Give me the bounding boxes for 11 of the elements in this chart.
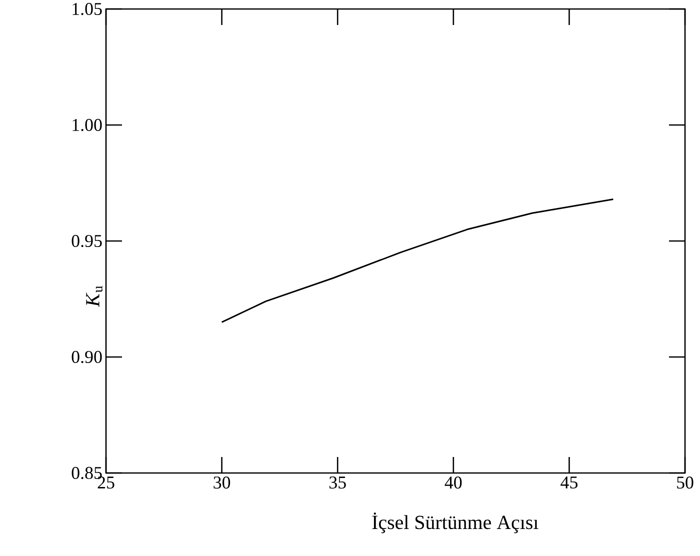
x-tick-label: 40 xyxy=(444,476,462,489)
y-tick-label: 0.95 xyxy=(72,234,102,248)
y-tick-label: 0.90 xyxy=(72,350,102,364)
x-tick-label: 50 xyxy=(677,476,694,489)
x-axis-title: İçsel Sürtünme Açısı xyxy=(372,512,538,534)
y-tick-label: 1.05 xyxy=(72,2,102,16)
y-tick-label: 1.00 xyxy=(72,118,102,132)
y-axis-title: K$_{u}$ xyxy=(86,286,102,308)
x-tick-label: 35 xyxy=(329,476,346,489)
x-tick-label: 30 xyxy=(214,476,230,489)
x-tick-label: 45 xyxy=(560,476,578,488)
